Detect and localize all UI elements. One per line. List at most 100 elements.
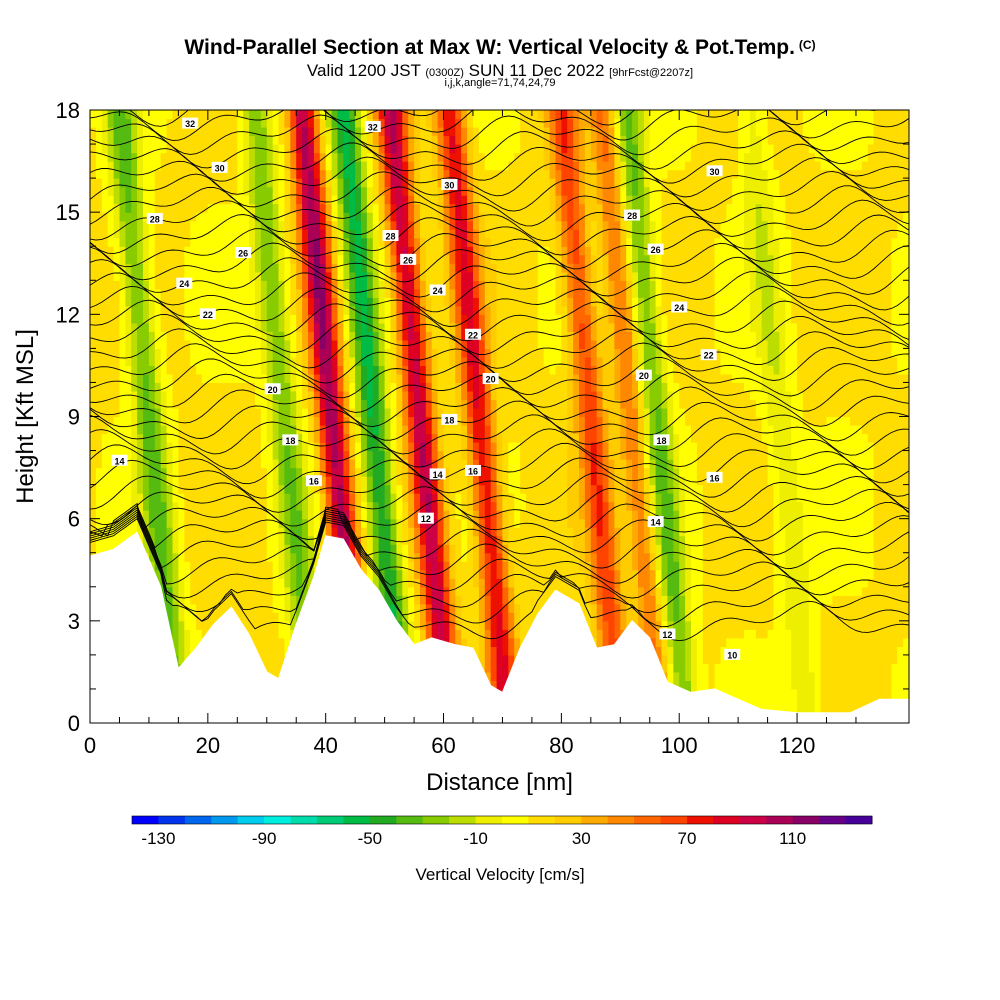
field-cell (443, 331, 450, 341)
field-cell (396, 212, 403, 222)
field-cell (255, 561, 262, 571)
field-cell (478, 288, 486, 298)
field-cell (437, 331, 445, 341)
field-cell (296, 339, 303, 349)
field-cell (378, 382, 386, 392)
field-cell (331, 161, 339, 171)
field-cell (478, 144, 486, 154)
field-cell (190, 348, 197, 358)
field-cell (166, 416, 174, 426)
field-cell (90, 348, 97, 358)
field-cell (284, 493, 291, 503)
field-cell (243, 382, 250, 392)
field-cell (154, 246, 162, 256)
field-cell (184, 450, 191, 460)
field-cell (284, 161, 291, 171)
field-cell (384, 450, 392, 460)
field-cell (420, 110, 427, 120)
field-cell (178, 646, 185, 656)
field-cell (266, 552, 274, 562)
field-cell (290, 297, 297, 307)
field-cell (361, 144, 368, 154)
field-cell (243, 152, 250, 162)
field-cell (255, 314, 262, 324)
field-cell (455, 169, 462, 179)
field-cell (467, 391, 474, 401)
field-cell (490, 493, 498, 503)
field-cell (260, 322, 268, 332)
field-cell (266, 612, 274, 622)
field-cell (249, 305, 256, 315)
field-cell (284, 288, 291, 298)
field-cell (266, 305, 274, 315)
field-cell (266, 220, 274, 230)
field-cell (478, 501, 486, 511)
field-cell (355, 365, 362, 375)
field-cell (231, 186, 238, 196)
field-cell (490, 552, 498, 562)
field-cell (402, 535, 409, 545)
field-cell (343, 169, 350, 179)
field-cell (237, 493, 244, 503)
field-cell (455, 135, 462, 145)
field-cell (207, 484, 215, 494)
field-cell (101, 237, 109, 247)
field-cell (461, 220, 468, 230)
field-cell (331, 220, 339, 230)
field-cell (478, 654, 486, 664)
field-cell (243, 348, 250, 358)
field-cell (313, 425, 321, 435)
field-cell (361, 297, 368, 307)
field-cell (201, 459, 209, 469)
field-cell (225, 365, 232, 375)
field-cell (284, 391, 291, 401)
field-cell (296, 391, 303, 401)
field-cell (325, 433, 333, 443)
field-cell (484, 671, 492, 681)
field-cell (131, 110, 138, 120)
field-cell (172, 493, 179, 503)
field-cell (490, 654, 498, 664)
field-cell (425, 356, 433, 366)
field-cell (490, 331, 498, 341)
field-cell (237, 135, 244, 145)
field-cell (143, 263, 150, 273)
field-cell (166, 476, 174, 486)
field-cell (184, 237, 191, 247)
field-cell (213, 535, 221, 545)
field-cell (284, 118, 291, 128)
field-cell (101, 169, 109, 179)
field-cell (478, 348, 486, 358)
field-cell (196, 408, 203, 418)
field-cell (260, 186, 268, 196)
field-cell (131, 518, 138, 528)
field-cell (231, 425, 238, 435)
field-cell (296, 382, 303, 392)
field-cell (484, 450, 492, 460)
field-cell (160, 442, 168, 452)
field-cell (355, 425, 362, 435)
field-cell (461, 501, 468, 511)
field-cell (361, 127, 368, 137)
field-cell (455, 433, 462, 443)
field-cell (260, 561, 268, 571)
field-cell (325, 254, 333, 264)
field-cell (296, 161, 303, 171)
field-cell (478, 331, 486, 341)
field-cell (296, 186, 303, 196)
field-cell (408, 271, 415, 281)
field-cell (313, 433, 321, 443)
field-cell (449, 569, 456, 579)
field-cell (343, 280, 350, 290)
field-cell (231, 467, 238, 477)
field-cell (290, 110, 297, 120)
field-cell (266, 425, 274, 435)
field-cell (449, 493, 456, 503)
field-cell (207, 552, 215, 562)
field-cell (125, 229, 132, 239)
field-cell (443, 408, 450, 418)
field-cell (272, 305, 280, 315)
field-cell (213, 595, 221, 605)
field-cell (196, 331, 203, 341)
field-cell (184, 416, 191, 426)
